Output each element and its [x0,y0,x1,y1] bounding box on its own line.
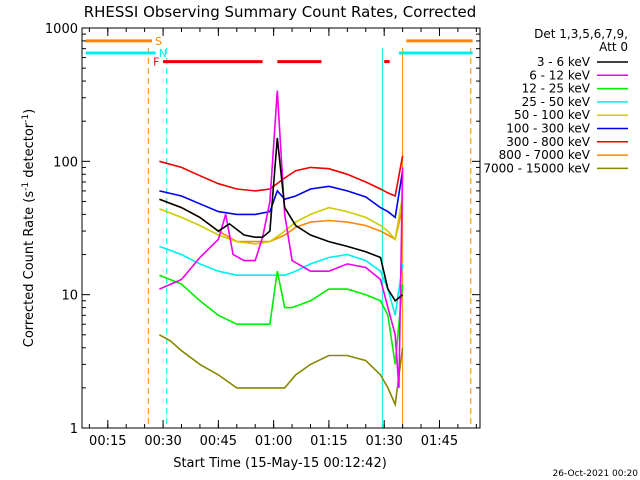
footer-timestamp: 26-Oct-2021 00:20 [553,469,639,479]
legend-header-1: Det 1,3,5,6,7,9, [534,27,628,41]
x-tick-label: 01:15 [310,434,347,449]
x-tick-label: 01:30 [365,434,402,449]
legend-entry-label: 50 - 100 keV [514,108,591,122]
flag-label-S: S [155,35,162,48]
x-tick-label: 00:30 [144,434,181,449]
y-tick-label: 1000 [45,22,78,37]
legend-entry-label: 800 - 7000 keV [499,148,591,162]
y-tick-label: 10 [61,289,78,304]
legend-entry-label: 300 - 800 keV [506,135,590,149]
y-axis-label: Corrected Count Rate (s-1 detector-1) [21,109,37,347]
axes: 1 10 100 1000 00:15 00:30 00:45 01:00 01:15 01:30… [45,22,481,449]
chart-title: RHESSI Observing Summary Count Rates, Co… [84,3,477,21]
series-line [159,137,404,302]
legend-entry-label: 12 - 25 keV [522,82,591,96]
flag-label-F: F [153,56,159,69]
y-tick-label: 100 [53,155,78,170]
x-axis-label: Start Time (15-May-15 00:12:42) [173,456,387,471]
y-tick-label: 1 [70,422,78,437]
legend-entry-label: 3 - 6 keV [537,55,591,69]
legend-entry-label: 100 - 300 keV [506,122,590,136]
legend-entry-label: 25 - 50 keV [522,95,591,109]
legend-entry-label: 7000 - 15000 keV [483,161,590,175]
flag-label-N: N [159,47,167,60]
legend-header-2: Att 0 [599,40,628,54]
plot-area: SNF [85,35,473,428]
x-tick-label: 01:45 [421,434,458,449]
series-line [159,195,404,245]
series-line [159,155,404,198]
legend-entry-label: 6 - 12 keV [529,68,591,82]
x-tick-label: 01:00 [255,434,292,449]
plot-frame [81,27,481,429]
x-tick-label: 00:45 [200,434,237,449]
series-line [159,245,404,316]
series-line [159,90,404,388]
series-line [159,170,404,219]
x-tick-label: 00:15 [89,434,126,449]
series-line [159,271,404,365]
series-line [159,334,404,408]
